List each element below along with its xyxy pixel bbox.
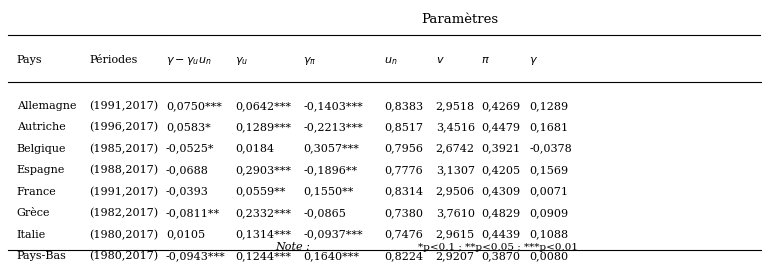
Text: 0,2332***: 0,2332*** (235, 208, 291, 218)
Text: 3,7610: 3,7610 (436, 208, 474, 218)
Text: $\gamma - \gamma_u u_n$: $\gamma - \gamma_u u_n$ (166, 55, 211, 67)
Text: 0,4205: 0,4205 (481, 165, 520, 175)
Text: 0,8517: 0,8517 (384, 122, 424, 132)
Text: Note :: Note : (275, 242, 310, 252)
Text: $\gamma_u$: $\gamma_u$ (235, 55, 248, 67)
Text: 0,3057***: 0,3057*** (303, 144, 359, 154)
Text: (1982,2017): (1982,2017) (89, 208, 158, 218)
Text: -0,0811**: -0,0811** (166, 208, 220, 218)
Text: 0,0750***: 0,0750*** (166, 101, 221, 111)
Text: (1991,2017): (1991,2017) (89, 187, 158, 197)
Text: 0,1681: 0,1681 (529, 122, 568, 132)
Text: 0,4829: 0,4829 (481, 208, 520, 218)
Text: 0,0909: 0,0909 (529, 208, 568, 218)
Text: -0,0865: -0,0865 (303, 208, 346, 218)
Text: -0,2213***: -0,2213*** (303, 122, 363, 132)
Text: (1988,2017): (1988,2017) (89, 165, 158, 175)
Text: 2,9207: 2,9207 (436, 251, 474, 261)
Text: 0,0559**: 0,0559** (235, 187, 285, 197)
Text: Belgique: Belgique (17, 144, 66, 154)
Text: Grèce: Grèce (17, 208, 50, 218)
Text: 0,3921: 0,3921 (481, 144, 520, 154)
Text: 0,3870: 0,3870 (481, 251, 520, 261)
Text: Pays-Bas: Pays-Bas (17, 251, 67, 261)
Text: 2,9506: 2,9506 (436, 187, 475, 197)
Text: 0,4439: 0,4439 (481, 230, 520, 239)
Text: $\pi$: $\pi$ (481, 55, 490, 65)
Text: 0,7380: 0,7380 (384, 208, 424, 218)
Text: 0,7956: 0,7956 (384, 144, 424, 154)
Text: 3,4516: 3,4516 (436, 122, 475, 132)
Text: 0,8383: 0,8383 (384, 101, 424, 111)
Text: -0,1403***: -0,1403*** (303, 101, 363, 111)
Text: *p<0,1 ; **p<0,05 ; ***p<0,01: *p<0,1 ; **p<0,05 ; ***p<0,01 (418, 243, 578, 252)
Text: 0,4479: 0,4479 (481, 122, 520, 132)
Text: Pays: Pays (17, 55, 42, 65)
Text: $v$: $v$ (436, 55, 444, 65)
Text: (1996,2017): (1996,2017) (89, 122, 158, 133)
Text: 0,4269: 0,4269 (481, 101, 520, 111)
Text: 0,1640***: 0,1640*** (303, 251, 359, 261)
Text: Paramètres: Paramètres (421, 13, 498, 26)
Text: 2,6742: 2,6742 (436, 144, 474, 154)
Text: (1980,2017): (1980,2017) (89, 251, 158, 261)
Text: -0,0378: -0,0378 (529, 144, 572, 154)
Text: Allemagne: Allemagne (17, 101, 76, 111)
Text: (1980,2017): (1980,2017) (89, 230, 158, 240)
Text: 0,7476: 0,7476 (384, 230, 424, 239)
Text: 0,7776: 0,7776 (384, 165, 423, 175)
Text: -0,0688: -0,0688 (166, 165, 209, 175)
Text: Italie: Italie (17, 230, 46, 239)
Text: -0,1896**: -0,1896** (303, 165, 358, 175)
Text: Périodes: Périodes (89, 55, 138, 65)
Text: 0,0071: 0,0071 (529, 187, 568, 197)
Text: (1985,2017): (1985,2017) (89, 144, 158, 154)
Text: -0,0393: -0,0393 (166, 187, 209, 197)
Text: 0,1569: 0,1569 (529, 165, 568, 175)
Text: 0,1289: 0,1289 (529, 101, 568, 111)
Text: 0,1289***: 0,1289*** (235, 122, 291, 132)
Text: -0,0943***: -0,0943*** (166, 251, 225, 261)
Text: -0,0525*: -0,0525* (166, 144, 215, 154)
Text: $\gamma_{\pi}$: $\gamma_{\pi}$ (303, 55, 317, 67)
Text: 0,1088: 0,1088 (529, 230, 568, 239)
Text: (1991,2017): (1991,2017) (89, 101, 158, 111)
Text: 3,1307: 3,1307 (436, 165, 474, 175)
Text: 0,8314: 0,8314 (384, 187, 424, 197)
Text: 0,1244***: 0,1244*** (235, 251, 291, 261)
Text: 0,0080: 0,0080 (529, 251, 568, 261)
Text: 2,9518: 2,9518 (436, 101, 475, 111)
Text: -0,0937***: -0,0937*** (303, 230, 363, 239)
Text: 0,0184: 0,0184 (235, 144, 275, 154)
Text: $\gamma$: $\gamma$ (529, 55, 538, 67)
Text: 0,4309: 0,4309 (481, 187, 520, 197)
Text: 0,0642***: 0,0642*** (235, 101, 291, 111)
Text: 0,1314***: 0,1314*** (235, 230, 291, 239)
Text: 0,0105: 0,0105 (166, 230, 205, 239)
Text: 2,9615: 2,9615 (436, 230, 475, 239)
Text: $u_n$: $u_n$ (384, 55, 398, 67)
Text: 0,0583*: 0,0583* (166, 122, 211, 132)
Text: France: France (17, 187, 56, 197)
Text: Espagne: Espagne (17, 165, 65, 175)
Text: 0,1550**: 0,1550** (303, 187, 354, 197)
Text: 0,2903***: 0,2903*** (235, 165, 291, 175)
Text: Autriche: Autriche (17, 122, 65, 132)
Text: 0,8224: 0,8224 (384, 251, 424, 261)
